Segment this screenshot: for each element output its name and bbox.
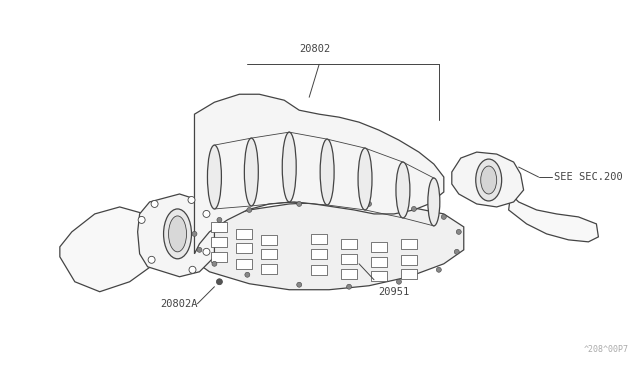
Circle shape [148, 256, 155, 263]
Ellipse shape [320, 139, 334, 205]
Circle shape [217, 217, 222, 222]
Circle shape [151, 201, 158, 208]
Bar [341, 254, 357, 264]
Text: 20802A: 20802A [160, 299, 198, 309]
Polygon shape [60, 207, 164, 292]
Polygon shape [182, 202, 464, 290]
Bar [341, 239, 357, 249]
Circle shape [203, 248, 210, 255]
Bar [211, 252, 227, 262]
Bar [311, 249, 327, 259]
Ellipse shape [282, 132, 296, 202]
Ellipse shape [244, 138, 259, 206]
Circle shape [436, 267, 442, 272]
Circle shape [197, 247, 202, 252]
Circle shape [216, 279, 223, 285]
Ellipse shape [358, 148, 372, 210]
Bar [401, 239, 417, 249]
Ellipse shape [168, 216, 186, 252]
Bar [371, 271, 387, 281]
Bar [236, 229, 252, 239]
Ellipse shape [428, 178, 440, 226]
Circle shape [138, 217, 145, 224]
Circle shape [454, 249, 460, 254]
Ellipse shape [481, 166, 497, 194]
Circle shape [367, 202, 371, 206]
Bar [261, 264, 277, 274]
Bar [371, 257, 387, 267]
Circle shape [297, 202, 301, 206]
Circle shape [347, 284, 351, 289]
Circle shape [396, 279, 401, 284]
Circle shape [442, 214, 446, 219]
Circle shape [212, 261, 217, 266]
Bar [401, 255, 417, 265]
Bar [211, 222, 227, 232]
Polygon shape [452, 152, 524, 207]
Bar [371, 242, 387, 252]
Bar [311, 265, 327, 275]
Circle shape [192, 231, 197, 236]
Text: 20951: 20951 [378, 287, 410, 297]
Bar [401, 269, 417, 279]
Ellipse shape [164, 209, 191, 259]
Bar [341, 269, 357, 279]
Text: ^208^00P7: ^208^00P7 [583, 344, 628, 353]
Circle shape [189, 266, 196, 273]
Circle shape [297, 282, 301, 287]
Text: SEE SEC.200: SEE SEC.200 [554, 172, 622, 182]
Circle shape [247, 208, 252, 212]
Bar [311, 234, 327, 244]
Circle shape [456, 230, 461, 234]
Circle shape [245, 272, 250, 277]
Polygon shape [195, 94, 444, 254]
Circle shape [203, 211, 210, 217]
Bar [236, 259, 252, 269]
Ellipse shape [207, 145, 221, 209]
Bar [261, 249, 277, 259]
Ellipse shape [396, 162, 410, 218]
Bar [236, 243, 252, 253]
Bar [261, 235, 277, 245]
Circle shape [412, 206, 417, 211]
Polygon shape [138, 194, 214, 277]
Polygon shape [509, 194, 598, 242]
Circle shape [188, 196, 195, 203]
Bar [211, 237, 227, 247]
Text: 20802: 20802 [300, 44, 331, 54]
Ellipse shape [476, 159, 502, 201]
